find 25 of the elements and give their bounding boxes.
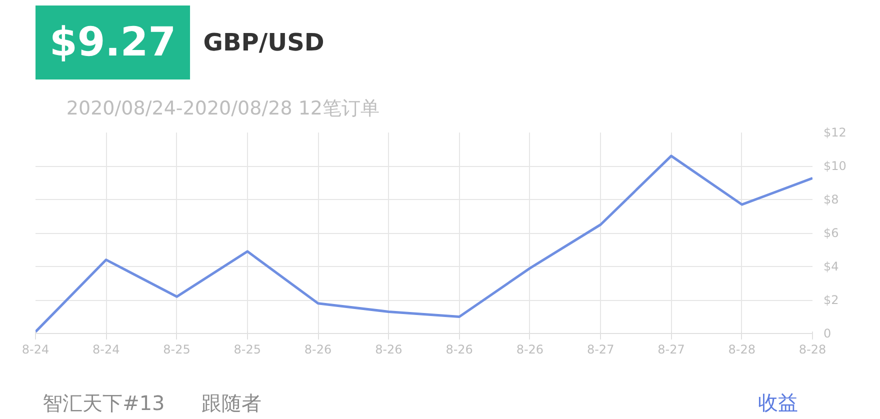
text: 收益 bbox=[758, 389, 798, 416]
x-tick-label: 8-25 bbox=[234, 342, 262, 356]
y-tick-label: 0 bbox=[824, 326, 832, 340]
y-tick-label: $8 bbox=[824, 192, 839, 206]
chart-subtitle: 2020/08/24-2020/08/28 12笔订单 bbox=[66, 98, 380, 120]
x-tick-label: 8-27 bbox=[586, 342, 614, 356]
x-tick-label: 8-28 bbox=[728, 342, 756, 356]
x-tick-label: 8-25 bbox=[163, 342, 190, 356]
y-tick-label: $2 bbox=[824, 293, 839, 307]
text: $9.27 bbox=[50, 20, 176, 66]
x-tick-label: 8-24 bbox=[22, 342, 50, 356]
text: 跟随者 bbox=[201, 391, 262, 415]
x-tick-label: 8-26 bbox=[304, 342, 332, 356]
x-tick-label: 8-26 bbox=[446, 342, 473, 356]
x-tick-label: 8-26 bbox=[375, 342, 402, 356]
y-tick-label: $12 bbox=[824, 126, 846, 140]
y-tick-label: $6 bbox=[824, 226, 839, 240]
x-tick-label: 8-24 bbox=[92, 342, 120, 356]
chart-title: GBP/USD bbox=[203, 28, 324, 56]
text: 智汇天下#13 bbox=[42, 391, 165, 415]
x-tick-label: 8-28 bbox=[798, 342, 826, 356]
y-tick-label: $10 bbox=[824, 159, 846, 173]
y-tick-label: $4 bbox=[824, 260, 839, 274]
x-tick-label: 8-26 bbox=[516, 342, 544, 356]
x-tick-label: 8-27 bbox=[658, 342, 685, 356]
